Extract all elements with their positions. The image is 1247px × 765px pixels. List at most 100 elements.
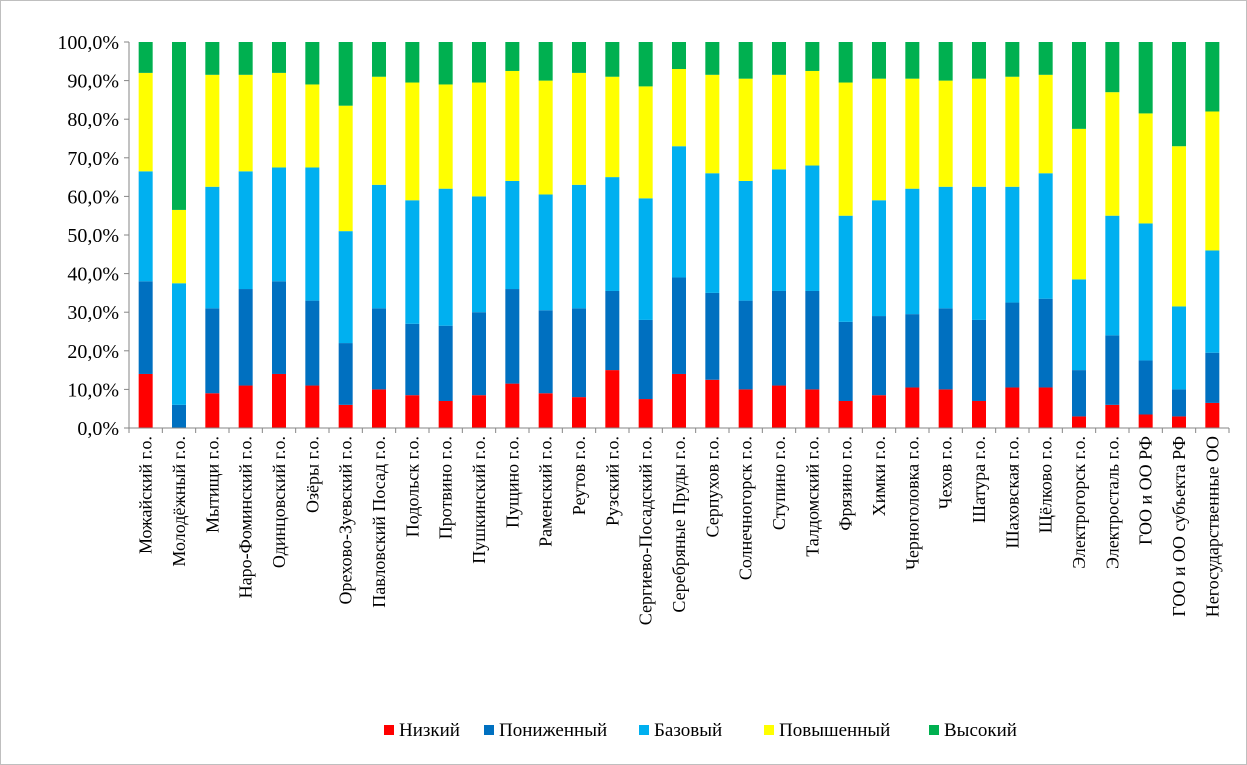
bar-segment-27-4 bbox=[1005, 76, 1020, 187]
x-category-label: Ступино г.о. bbox=[769, 436, 789, 530]
bar-segment-14-3 bbox=[572, 184, 586, 309]
bar-segment-24-2 bbox=[905, 314, 920, 388]
bar-segment-29-1 bbox=[1072, 416, 1086, 428]
bar-segment-13-2 bbox=[538, 310, 553, 394]
bar-segment-22-3 bbox=[838, 215, 853, 322]
bar-segment-28-4 bbox=[1038, 74, 1053, 174]
x-category-label: Озёры г.о. bbox=[302, 436, 322, 513]
bar-segment-11-5 bbox=[472, 42, 486, 83]
bar-segment-10-3 bbox=[438, 188, 453, 326]
bar-segment-16-4 bbox=[638, 86, 653, 199]
y-tick-label: 30,0% bbox=[67, 302, 119, 324]
bar-segment-31-5 bbox=[1138, 42, 1153, 114]
x-category-labels: Можайский г.о. Молодёжный г.о. Мытищи г.о.… bbox=[136, 436, 1223, 625]
bar-segment-19-1 bbox=[738, 389, 753, 428]
legend-item: Пониженный bbox=[484, 720, 607, 741]
x-category-label: Мытищи г.о. bbox=[202, 436, 222, 533]
bar-segment-12-2 bbox=[505, 289, 520, 384]
bar-segment-21-5 bbox=[805, 42, 820, 71]
bar-segment-6-4 bbox=[305, 84, 320, 168]
bar-segment-15-1 bbox=[605, 370, 620, 428]
bar-segment-15-2 bbox=[605, 290, 620, 371]
x-category-label: Молодёжный г.о. bbox=[169, 436, 189, 567]
bar-segment-3-2 bbox=[205, 308, 220, 394]
bar-segment-20-4 bbox=[772, 74, 786, 170]
bar-segment-23-4 bbox=[872, 78, 886, 201]
legend-label: Пониженный bbox=[499, 720, 607, 741]
x-category-label: Реутов г.о. bbox=[569, 436, 589, 515]
bar-segment-10-2 bbox=[438, 325, 453, 401]
x-category-label: ГОО и ОО субъекта РФ bbox=[1169, 436, 1189, 617]
x-category-label: Электросталь г.о. bbox=[1102, 436, 1122, 569]
bar-segment-23-5 bbox=[872, 42, 886, 79]
x-category-label: Сергиево-Посадский г.о. bbox=[636, 436, 656, 625]
bar-segment-2-3 bbox=[172, 283, 186, 405]
bar-segment-27-1 bbox=[1005, 387, 1020, 428]
legend-swatch bbox=[484, 725, 494, 735]
bar-segment-2-4 bbox=[172, 209, 186, 284]
bar-segment-17-4 bbox=[672, 69, 686, 147]
bar-segment-18-2 bbox=[705, 292, 720, 380]
x-category-label: Чехов г.о. bbox=[936, 436, 956, 509]
y-tick-label: 20,0% bbox=[67, 341, 119, 363]
legend: Низкий Пониженный Базовый Повышенный Высокий bbox=[384, 720, 1017, 741]
bar-segment-5-3 bbox=[272, 167, 286, 282]
bar-segment-1-1 bbox=[138, 373, 153, 428]
bar-segment-4-5 bbox=[238, 42, 253, 75]
x-category-label: Электрогорск г.о. bbox=[1069, 436, 1089, 569]
bar-segment-15-4 bbox=[605, 76, 620, 178]
bar-segment-17-1 bbox=[672, 373, 686, 428]
x-category-label: Негосударственные ОО bbox=[1202, 436, 1222, 617]
bar-segment-19-3 bbox=[738, 180, 753, 301]
bar-segment-11-2 bbox=[472, 312, 486, 396]
bar-segment-6-5 bbox=[305, 42, 320, 85]
bar-segment-17-2 bbox=[672, 277, 686, 374]
bar-segment-25-1 bbox=[938, 389, 953, 428]
bar-segment-7-1 bbox=[338, 404, 353, 428]
legend-swatch bbox=[384, 725, 394, 735]
bar-segment-22-5 bbox=[838, 42, 853, 83]
bar-segment-32-1 bbox=[1172, 416, 1186, 428]
bars-layer bbox=[138, 42, 1220, 428]
bar-segment-7-5 bbox=[338, 42, 353, 106]
bar-segment-6-2 bbox=[305, 300, 320, 386]
y-tick-label: 70,0% bbox=[67, 148, 119, 170]
bar-segment-21-1 bbox=[805, 389, 820, 428]
legend-item: Низкий bbox=[384, 720, 460, 741]
bar-segment-32-2 bbox=[1172, 389, 1186, 417]
y-tick-label: 80,0% bbox=[67, 109, 119, 131]
bar-segment-29-3 bbox=[1072, 279, 1086, 371]
bar-segment-24-3 bbox=[905, 188, 920, 315]
bar-segment-33-3 bbox=[1205, 250, 1220, 353]
bar-segment-24-4 bbox=[905, 78, 920, 189]
x-category-label: Химки г.о. bbox=[869, 436, 889, 516]
bar-segment-13-1 bbox=[538, 393, 553, 428]
x-category-label: Рузский г.о. bbox=[602, 436, 622, 526]
bar-segment-17-3 bbox=[672, 146, 686, 278]
bar-segment-15-3 bbox=[605, 177, 620, 291]
bar-segment-28-5 bbox=[1038, 42, 1053, 75]
bar-segment-10-5 bbox=[438, 42, 453, 85]
x-category-label: Подольск г.о. bbox=[402, 436, 422, 537]
bar-segment-19-4 bbox=[738, 78, 753, 181]
bar-segment-12-1 bbox=[505, 383, 520, 428]
bar-segment-8-1 bbox=[372, 389, 386, 428]
bar-segment-29-4 bbox=[1072, 128, 1086, 280]
x-category-label: Фрязино г.о. bbox=[836, 436, 856, 531]
x-category-label: Орехово-Зуевский г.о. bbox=[336, 436, 356, 604]
bar-segment-4-4 bbox=[238, 74, 253, 172]
bar-segment-23-2 bbox=[872, 316, 886, 396]
bar-segment-33-2 bbox=[1205, 352, 1220, 403]
bar-segment-14-2 bbox=[572, 308, 586, 398]
legend-item: Высокий bbox=[929, 720, 1017, 741]
bar-segment-19-5 bbox=[738, 42, 753, 79]
bar-segment-6-3 bbox=[305, 167, 320, 301]
bar-segment-11-3 bbox=[472, 196, 486, 313]
bar-segment-32-5 bbox=[1172, 42, 1186, 147]
bar-segment-14-5 bbox=[572, 42, 586, 73]
bar-segment-31-2 bbox=[1138, 360, 1153, 415]
bar-segment-12-5 bbox=[505, 42, 520, 71]
bar-segment-13-4 bbox=[538, 80, 553, 195]
bar-segment-11-1 bbox=[472, 395, 486, 428]
